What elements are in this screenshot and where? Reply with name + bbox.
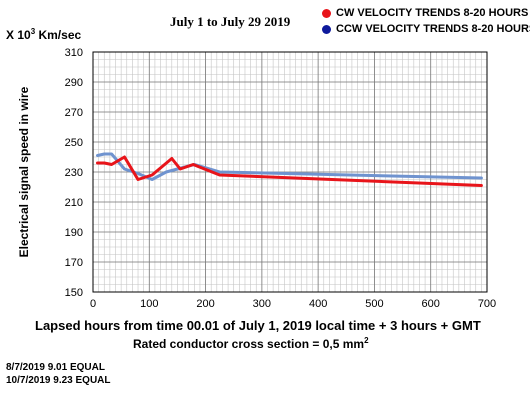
y-tick-label: 290	[65, 77, 83, 89]
cw-series-line	[96, 155, 483, 187]
y-tick-label: 310	[65, 47, 83, 59]
y-unit-prefix: X 10	[6, 28, 31, 42]
y-unit-exponent: 3	[30, 27, 36, 36]
legend-item-cw: CW VELOCITY TRENDS 8-20 HOURS	[322, 7, 528, 19]
y-tick-label: 230	[65, 167, 83, 179]
y-tick-label: 250	[65, 137, 83, 149]
y-unit-suffix: Km/sec	[35, 28, 82, 42]
y-axis-label: Electrical signal speed in wire	[17, 86, 31, 257]
y-tick-label: 190	[65, 227, 83, 239]
x-axis-label: Lapsed hours from time 00.01 of July 1, …	[35, 318, 481, 333]
cross-section-exponent: 2	[364, 336, 369, 345]
y-tick-label: 150	[65, 287, 83, 299]
y-tick-label: 210	[65, 197, 83, 209]
ccw-dot-icon	[322, 24, 331, 34]
x-tick-label: 600	[422, 298, 440, 310]
y-unit-label: X 103 Km/sec	[6, 27, 81, 42]
series-layer	[96, 152, 483, 187]
cross-section-label: Rated conductor cross section = 0,5 mm2	[133, 336, 369, 351]
x-tick-label: 200	[196, 298, 214, 310]
plot-border	[92, 51, 488, 293]
x-tick-label: 500	[365, 298, 383, 310]
date-range-label: July 1 to July 29 2019	[170, 14, 291, 29]
x-tick-label: 0	[90, 298, 96, 310]
legend-label-ccw: CCW VELOCITY TRENDS 8-20 HOURS	[336, 23, 530, 35]
x-tick-label: 400	[309, 298, 327, 310]
tick-layer: 150 170 190 210 230 250 270 290 310 0 100 200 300 400…	[65, 47, 497, 310]
x-tick-label: 700	[478, 298, 496, 310]
legend-item-ccw: CCW VELOCITY TRENDS 8-20 HOURS	[322, 23, 530, 35]
y-tick-label: 170	[65, 257, 83, 269]
x-tick-label: 300	[253, 298, 271, 310]
note-line-1: 8/7/2019 9.01 EQUAL	[6, 362, 105, 373]
cw-dot-icon	[322, 8, 331, 18]
y-tick-label: 270	[65, 107, 83, 119]
x-tick-label: 100	[140, 298, 158, 310]
legend-label-cw: CW VELOCITY TRENDS 8-20 HOURS	[336, 7, 529, 19]
cross-section-text: Rated conductor cross section = 0,5 mm	[133, 337, 365, 351]
note-line-2: 10/7/2019 9.23 EQUAL	[6, 375, 111, 386]
